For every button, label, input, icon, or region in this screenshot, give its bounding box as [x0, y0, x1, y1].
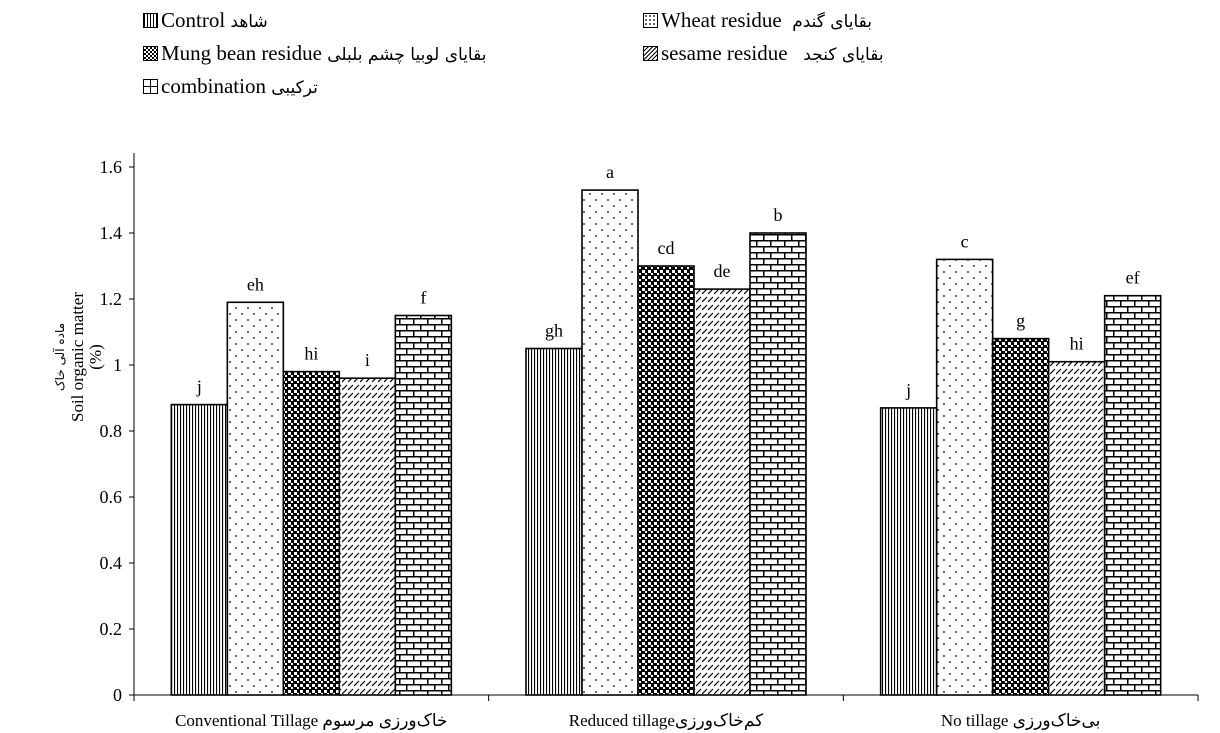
bar-letter-label: cd: [658, 238, 675, 258]
diagonal-swatch-icon: [643, 46, 658, 61]
bar: [226, 301, 285, 696]
bar-letter-label: gh: [545, 321, 563, 341]
y-tick-label: 1.2: [100, 289, 123, 309]
bar: [282, 370, 341, 696]
y-tick-label: 1.6: [100, 157, 123, 177]
bar: [581, 189, 639, 696]
bar: [991, 337, 1050, 696]
bar: [525, 347, 583, 696]
legend-item-wheat: Wheat residue بقایای گندم: [640, 8, 872, 34]
bar: [935, 258, 994, 696]
y-tick-label: 1: [113, 355, 122, 375]
bar-letter-label: b: [774, 205, 783, 225]
y-tick-label: 1.4: [100, 223, 123, 243]
dots-swatch-icon: [643, 13, 658, 28]
bar-letter-label: j: [196, 377, 202, 397]
bar: [338, 377, 397, 696]
y-tick-label: 0.6: [100, 487, 123, 507]
bar: [394, 314, 453, 696]
legend-item-sesame: sesame residue بقایای کنجد: [640, 41, 884, 67]
y-tick-label: 0: [113, 685, 122, 705]
bar: [693, 288, 751, 696]
legend-item-control: Control شاهد: [140, 8, 268, 34]
bar: [879, 407, 938, 696]
bar-letter-label: g: [1016, 311, 1025, 331]
bar-letter-label: f: [420, 288, 426, 308]
x-tick-label: Conventional Tillage خاک‌ورزی مرسوم: [175, 711, 447, 730]
y-tick-label: 0.4: [100, 553, 123, 573]
x-tick-label: Reduced tillageکم‌خاک‌ورزی: [569, 711, 764, 731]
bar: [637, 265, 695, 696]
bar-letter-label: de: [714, 261, 731, 281]
checker-swatch-icon: [143, 46, 158, 61]
y-tick-label: 0.2: [100, 619, 123, 639]
legend-item-combination: combination ترکیبی: [140, 74, 318, 100]
bar: [1047, 360, 1106, 696]
bar-letter-label: a: [606, 162, 614, 182]
x-tick-label: No tillage بی‌خاک‌ورزی: [941, 711, 1101, 730]
bar: [749, 232, 807, 696]
bar-letter-label: hi: [304, 344, 318, 364]
bar-letter-label: i: [365, 350, 370, 370]
bar-letter-label: c: [961, 231, 969, 251]
bar-letter-label: eh: [247, 274, 264, 294]
y-tick-label: 0.8: [100, 421, 123, 441]
bar: [1103, 294, 1162, 696]
vertical-lines-swatch-icon: [143, 13, 158, 28]
legend-item-mungbean: Mung bean residue بقایای لوبیا چشم بلبلی: [140, 41, 486, 67]
bar: [170, 403, 229, 696]
bar-letter-label: hi: [1070, 334, 1084, 354]
bricks-swatch-icon: [143, 79, 158, 94]
bar-letter-label: j: [905, 380, 911, 400]
bar-letter-label: ef: [1126, 268, 1140, 288]
